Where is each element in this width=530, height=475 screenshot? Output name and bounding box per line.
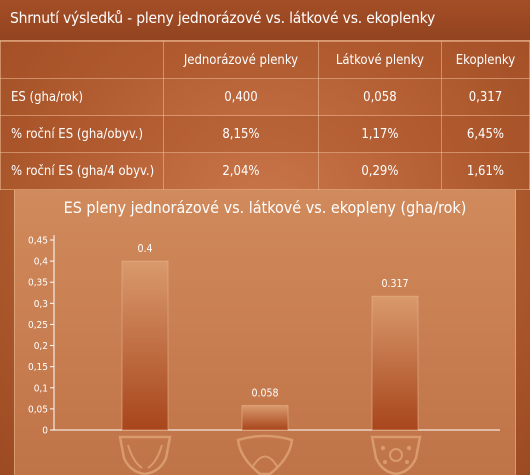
table-cell: 0,29%	[317, 152, 442, 190]
table-cell: 1,17%	[317, 115, 442, 153]
data-label: 0.4	[137, 243, 152, 255]
table-cell: 8,15%	[163, 115, 319, 153]
data-label: 0.317	[381, 278, 408, 290]
header-band: Shrnutí výsledků - pleny jednorázové vs.…	[0, 0, 530, 41]
row-label: % roční ES (gha/obyv.)	[0, 115, 164, 153]
y-tick-label: 0,25	[28, 320, 48, 331]
table-cell: 6,45%	[440, 115, 530, 153]
table-header-cell: Jednorázové plenky	[163, 41, 319, 79]
table-header-cell: Ekoplenky	[440, 41, 530, 79]
bar	[371, 295, 419, 431]
table-cell: 2,04%	[163, 152, 319, 190]
table-row: % roční ES (gha/obyv.) 8,15% 1,17% 6,45%	[0, 115, 530, 153]
table-cell: 1,61%	[440, 152, 530, 190]
y-tick-label: 0,45	[28, 236, 48, 247]
table-header-cell: Látkové plenky	[317, 41, 442, 79]
table-row: ES (gha/rok) 0,400 0,058 0,317	[0, 78, 530, 116]
page-title: Shrnutí výsledků - pleny jednorázové vs.…	[10, 9, 435, 27]
table-cell: 0,317	[440, 78, 530, 116]
y-tick-label: 0,3	[34, 299, 48, 310]
table-header-row: Jednorázové plenky Látkové plenky Ekople…	[0, 41, 530, 79]
chart-title: ES pleny jednorázové vs. látkové vs. eko…	[63, 198, 467, 217]
y-tick-label: 0	[42, 426, 48, 437]
cloth-diaper-icon	[236, 434, 294, 475]
y-tick-label: 0,05	[28, 404, 48, 415]
y-tick-label: 0,2	[34, 341, 48, 352]
bar	[121, 260, 169, 431]
disposable-diaper-icon	[118, 435, 172, 475]
y-tick-label: 0,15	[28, 362, 48, 373]
data-label: 0.058	[251, 388, 278, 400]
bar	[241, 405, 289, 431]
y-tick-label: 0,4	[34, 257, 49, 268]
y-tick-label: 0,35	[28, 278, 48, 289]
table-header-cell	[0, 41, 164, 79]
summary-table: Jednorázové plenky Látkové plenky Ekople…	[0, 41, 530, 190]
row-label: ES (gha/rok)	[0, 78, 164, 116]
table-cell: 0,400	[163, 78, 319, 116]
eco-diaper-icon	[370, 435, 422, 475]
table-row: % roční ES (gha/4 obyv.) 2,04% 0,29% 1,6…	[0, 152, 530, 190]
y-tick-label: 0,1	[34, 383, 48, 394]
row-label: % roční ES (gha/4 obyv.)	[0, 152, 164, 190]
